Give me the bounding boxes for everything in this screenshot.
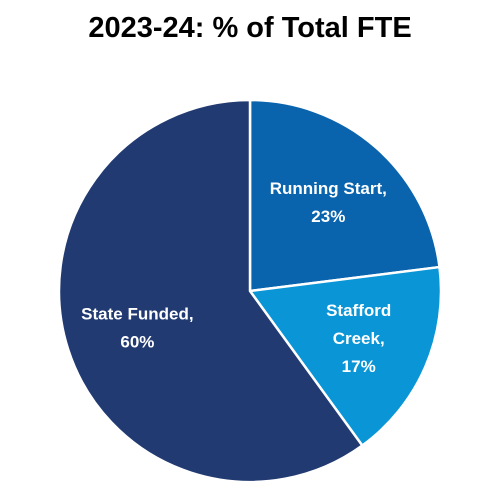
pie-label-line: 17% [342, 357, 376, 376]
pie-label-state-funded: State Funded, 60% [81, 305, 193, 352]
pie-label-line: 60% [120, 333, 154, 352]
pie-slice-stafford-creek [248, 265, 443, 447]
pie-slice-running-start [248, 98, 441, 293]
pie-label-line: Stafford [326, 301, 391, 320]
pie-label-line: Running Start, [270, 179, 387, 198]
pie-label-line: State Funded, [81, 305, 193, 324]
pie-slice-state-funded [57, 98, 364, 484]
pie-labels: Running Start, 23% Stafford Creek, 17% State … [81, 179, 391, 376]
chart-title: 2023-24: % of Total FTE [88, 12, 412, 44]
pie-label-line: Creek, [333, 329, 385, 348]
pie-label-running-start: Running Start, 23% [270, 179, 387, 226]
pie-label-line: 23% [311, 207, 345, 226]
pie-label-stafford-creek: Stafford Creek, 17% [326, 301, 391, 376]
pie-slices [57, 98, 443, 484]
